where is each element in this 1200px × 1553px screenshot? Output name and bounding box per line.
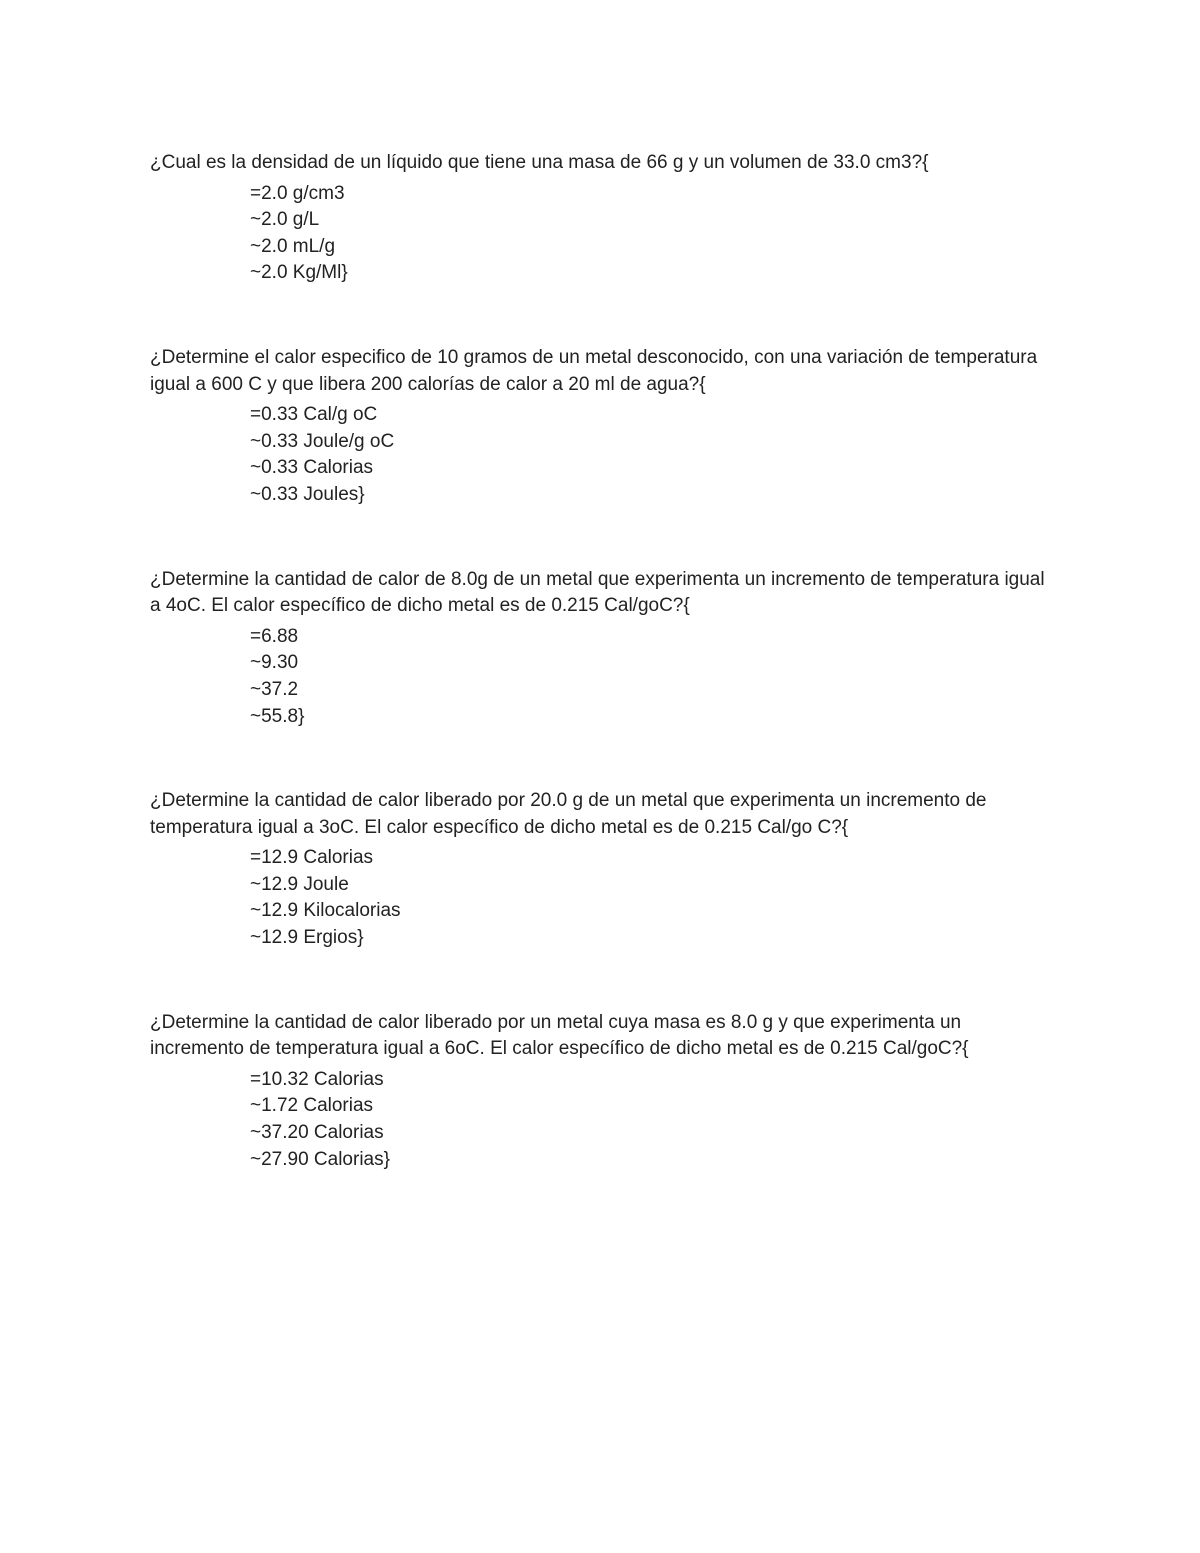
question-block: ¿Determine la cantidad de calor liberado… [150,788,1050,952]
question-text: ¿Determine la cantidad de calor liberado… [150,788,1050,841]
question-block: ¿Determine la cantidad de calor liberado… [150,1010,1050,1174]
answer-option: =12.9 Calorias [250,845,1050,872]
question-block: ¿Determine la cantidad de calor de 8.0g … [150,567,1050,731]
answer-option: ~2.0 Kg/Ml} [250,260,1050,287]
question-text: ¿Determine la cantidad de calor liberado… [150,1010,1050,1063]
answer-option: ~0.33 Calorias [250,455,1050,482]
answer-option: ~2.0 mL/g [250,234,1050,261]
answer-option: ~12.9 Joule [250,872,1050,899]
document-page: ¿Cual es la densidad de un líquido que t… [0,0,1200,1553]
answer-option: ~12.9 Ergios} [250,925,1050,952]
answer-list: =2.0 g/cm3 ~2.0 g/L ~2.0 mL/g ~2.0 Kg/Ml… [150,181,1050,287]
answer-list: =0.33 Cal/g oC ~0.33 Joule/g oC ~0.33 Ca… [150,402,1050,508]
answer-option: ~55.8} [250,704,1050,731]
question-text: ¿Determine el calor especifico de 10 gra… [150,345,1050,398]
answer-option: ~27.90 Calorias} [250,1147,1050,1174]
answer-option: ~2.0 g/L [250,207,1050,234]
question-block: ¿Determine el calor especifico de 10 gra… [150,345,1050,509]
answer-option: =2.0 g/cm3 [250,181,1050,208]
answer-option: ~37.20 Calorias [250,1120,1050,1147]
question-text: ¿Determine la cantidad de calor de 8.0g … [150,567,1050,620]
answer-option: ~0.33 Joules} [250,482,1050,509]
answer-option: ~12.9 Kilocalorias [250,898,1050,925]
answer-option: ~9.30 [250,650,1050,677]
answer-option: =0.33 Cal/g oC [250,402,1050,429]
answer-list: =12.9 Calorias ~12.9 Joule ~12.9 Kilocal… [150,845,1050,951]
question-text: ¿Cual es la densidad de un líquido que t… [150,150,1050,177]
answer-option: =10.32 Calorias [250,1067,1050,1094]
answer-list: =6.88 ~9.30 ~37.2 ~55.8} [150,624,1050,730]
answer-option: ~37.2 [250,677,1050,704]
answer-option: ~1.72 Calorias [250,1093,1050,1120]
answer-option: ~0.33 Joule/g oC [250,429,1050,456]
question-block: ¿Cual es la densidad de un líquido que t… [150,150,1050,287]
answer-option: =6.88 [250,624,1050,651]
answer-list: =10.32 Calorias ~1.72 Calorias ~37.20 Ca… [150,1067,1050,1173]
